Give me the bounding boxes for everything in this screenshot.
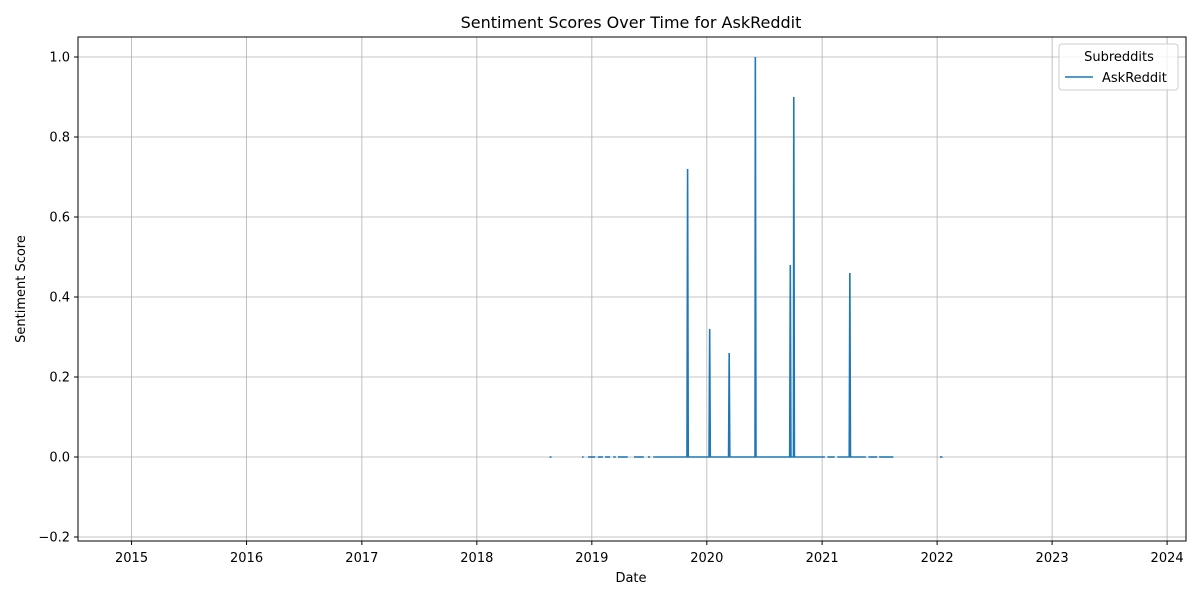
- x-tick-label: 2023: [1036, 551, 1069, 566]
- x-tick-label: 2016: [230, 551, 263, 566]
- y-tick-label: 1.0: [49, 51, 70, 66]
- x-tick-label: 2024: [1151, 551, 1184, 566]
- y-tick-label: 0.0: [49, 451, 70, 466]
- x-tick-label: 2022: [921, 551, 954, 566]
- x-tick-label: 2017: [345, 551, 378, 566]
- x-tick-label: 2018: [460, 551, 493, 566]
- y-tick-label: 0.8: [49, 131, 70, 146]
- grid: [78, 37, 1186, 541]
- y-tick-label: 0.6: [49, 211, 70, 226]
- legend: Subreddits AskReddit: [1058, 43, 1179, 91]
- legend-entry-askreddit: AskReddit: [1102, 71, 1167, 86]
- x-tick-label: 2019: [575, 551, 608, 566]
- series-line-askreddit: [653, 56, 825, 458]
- plot-area: [77, 36, 1187, 542]
- y-tick-label: 0.2: [49, 371, 70, 386]
- y-tick-label: −0.2: [38, 531, 70, 546]
- y-tick-label: 0.4: [49, 291, 70, 306]
- x-tick-label: 2021: [806, 551, 839, 566]
- x-tick-label: 2020: [690, 551, 723, 566]
- series-layer: [549, 56, 943, 458]
- legend-title: Subreddits: [1084, 50, 1154, 65]
- x-axis: 2015 2016 2017 2018 2019 2020 2021 2022 2023 2024: [115, 541, 1184, 566]
- y-axis: −0.2 0.0 0.2 0.4 0.6 0.8 1.0: [38, 51, 78, 546]
- legend-box: [1058, 43, 1179, 91]
- y-axis-label: Sentiment Score: [14, 235, 29, 343]
- x-axis-label: Date: [615, 571, 646, 586]
- x-tick-label: 2015: [115, 551, 148, 566]
- chart-title: Sentiment Scores Over Time for AskReddit: [461, 13, 802, 32]
- series-line-askreddit: [837, 272, 866, 458]
